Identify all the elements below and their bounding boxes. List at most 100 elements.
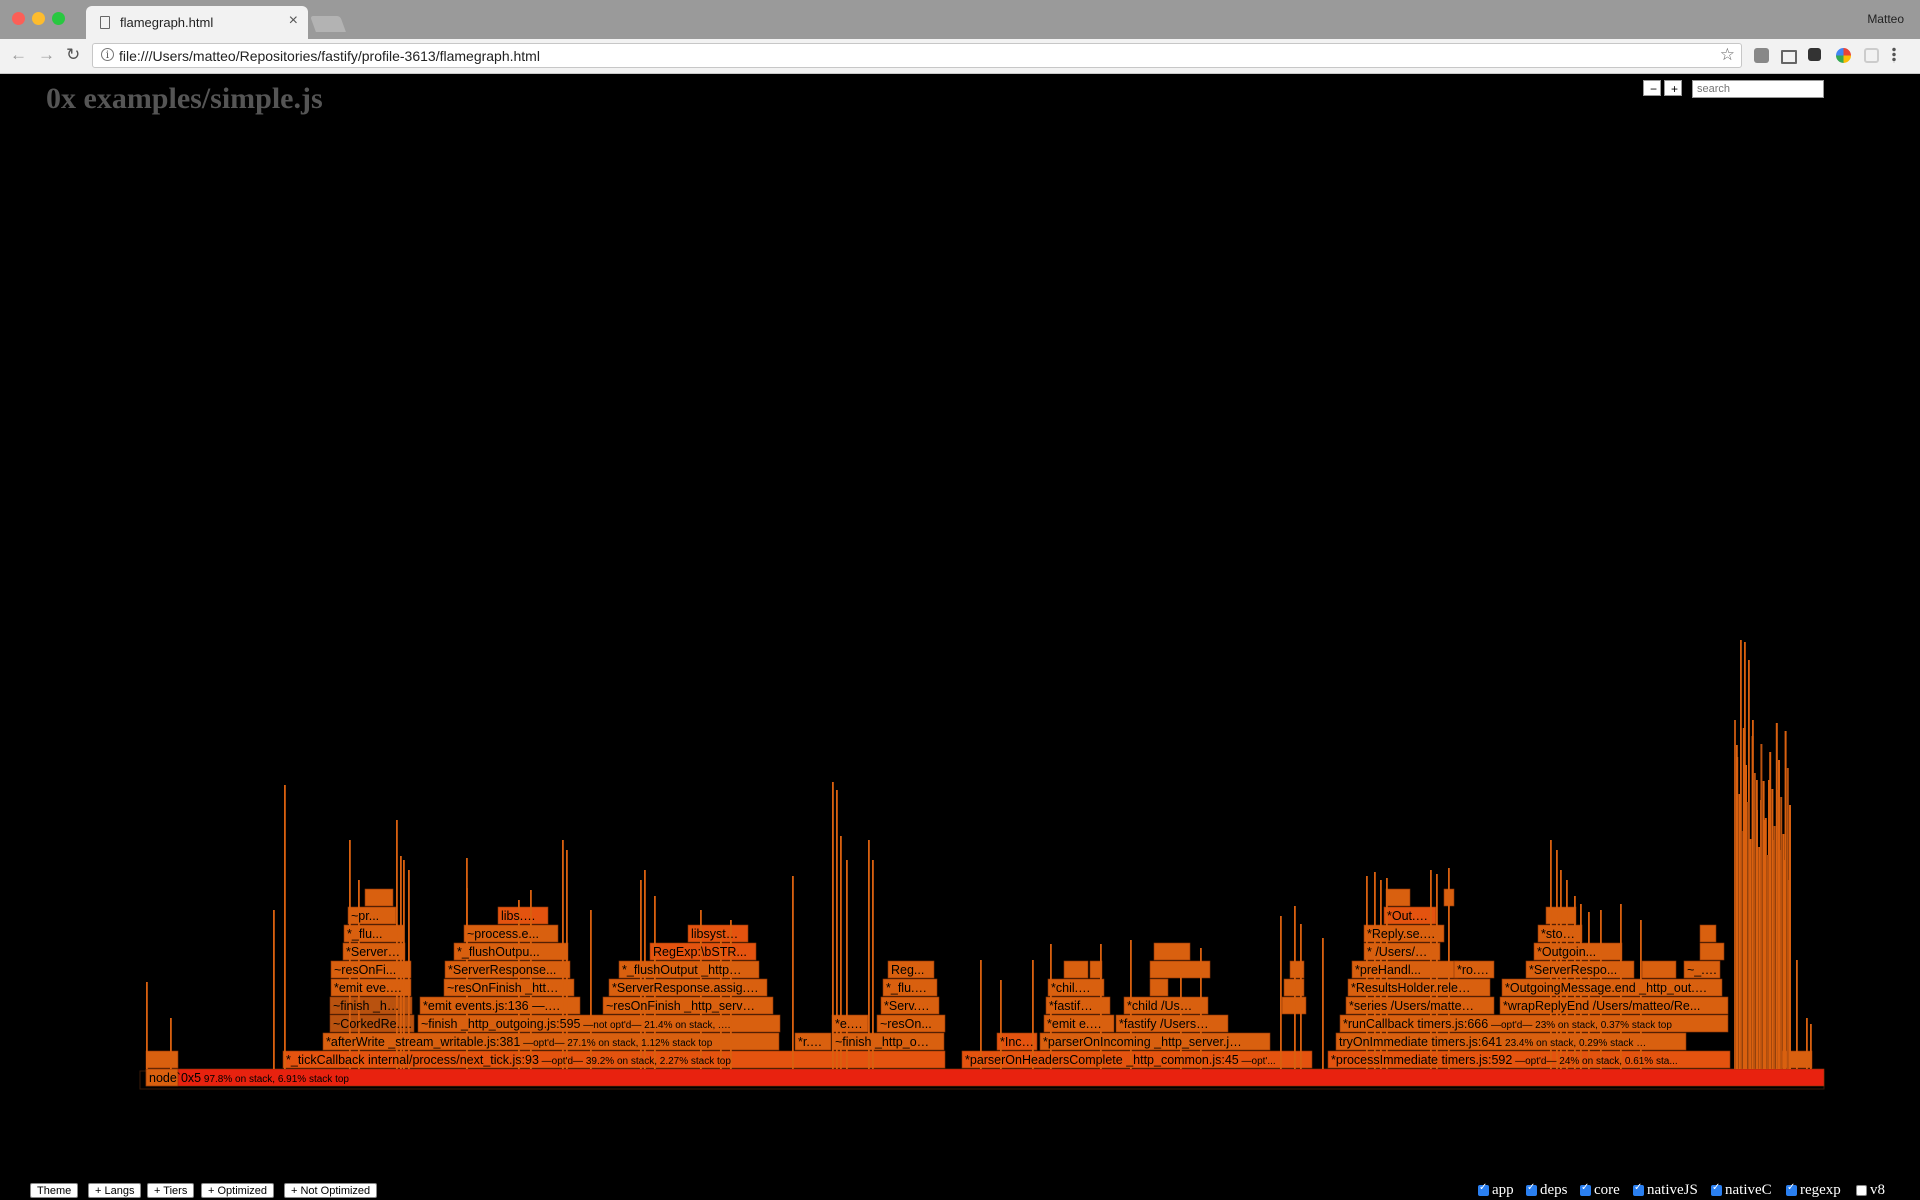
flame-frame-label: *sto… [1541,927,1575,941]
flame-frame-label: *ServerRespo... [1529,963,1617,977]
langs-button[interactable]: + Langs [88,1183,142,1198]
flame-frame [1335,1032,1687,1051]
flame-spike [1760,744,1763,1069]
flame-spike [1806,1018,1808,1069]
flame-spike [1764,818,1767,1069]
info-icon[interactable]: i [101,48,114,61]
filter-app[interactable]: app [1478,1181,1514,1199]
browser-tab[interactable]: flamegraph.html × [86,6,308,39]
address-bar[interactable]: i file:///Users/matteo/Repositories/fast… [92,43,1742,68]
flame-frame [1453,960,1495,979]
back-icon[interactable]: ← [10,45,27,64]
checkbox-icon[interactable] [1786,1182,1797,1196]
profile-name[interactable]: Matteo [1867,12,1904,26]
flame-spike [1430,870,1432,1069]
flame-spike [1200,948,1202,1069]
flame-frame [882,978,938,997]
flame-frame [608,978,768,997]
checkbox-icon[interactable] [1580,1182,1591,1196]
flame-frame-label: *parserOnIncoming _http_server.j… [1043,1035,1242,1049]
bookmark-star-icon[interactable]: ☆ [1719,45,1735,64]
search-input[interactable] [1692,80,1824,98]
flame-spike [562,840,564,1069]
cast-icon[interactable] [1781,50,1797,64]
flame-spike [400,856,402,1069]
tiers-button[interactable]: + Tiers [147,1183,195,1198]
flame-spike [1436,874,1438,1069]
flame-spike [1778,760,1780,1069]
checkbox-icon[interactable] [1526,1182,1537,1196]
flame-frame-label: libsyst… [691,927,738,941]
reload-icon[interactable]: ↻ [66,45,81,64]
flame-spike [1771,789,1774,1069]
extension-icon[interactable] [1864,48,1879,63]
flame-spike [1738,794,1741,1069]
window-zoom-button[interactable] [52,12,65,25]
tab-close-icon[interactable]: × [288,12,298,29]
flame-frame [330,978,412,997]
flame-spike [1448,868,1450,1069]
flame-frame-label: *fastify /Users… [1119,1017,1209,1031]
filter-v8[interactable]: v8 [1856,1181,1885,1199]
menu-icon[interactable] [1892,47,1896,63]
flame-frame-label: *processImmediate timers.js:592 —opt'd— … [1331,1053,1678,1067]
checkbox-icon[interactable] [1633,1182,1644,1196]
zoom-out-button[interactable]: − [1643,80,1661,96]
flame-spike [1751,736,1754,1069]
flame-frame-label: *wrapReplyEnd /Users/matteo/Re... [1503,999,1700,1013]
window-minimize-button[interactable] [32,12,45,25]
filter-regexp[interactable]: regexp [1786,1181,1841,1199]
flame-frame [1123,996,1209,1015]
flame-frame [417,1014,781,1033]
flame-spike [358,880,360,1069]
checkbox-icon[interactable] [1478,1182,1489,1196]
flame-frame [329,1014,415,1033]
flame-frame-label: *_flu.… [886,981,927,995]
flame-frame-label: ~resOnFi... [334,963,396,977]
flame-frame-label: *Inc… [1000,1035,1034,1049]
flame-spike [1762,781,1765,1069]
flame-frame [1683,960,1721,979]
flame-frame [1063,960,1089,979]
flame-spike [700,910,702,1069]
filter-deps[interactable]: deps [1526,1181,1568,1199]
flame-frame-label: *parserOnHeadersComplete _http_common.js… [965,1053,1276,1067]
forward-icon[interactable]: → [38,45,55,64]
flame-frame-label: *r.… [798,1035,822,1049]
flame-frame-label: ~_.… [1687,963,1717,977]
flame-spike [1366,876,1368,1069]
address-url[interactable]: file:///Users/matteo/Repositories/fastif… [119,48,540,64]
flame-frame [1089,960,1103,979]
flame-frame-label: RegExp:\bSTR... [653,945,747,959]
flame-spike [1736,757,1739,1069]
flame-frame-label: ~resOnFinish _http_serv… [606,999,755,1013]
flame-spike [1753,773,1756,1069]
flame-spike [1780,797,1783,1069]
flame-frame [419,996,581,1015]
checkbox-icon[interactable] [1711,1182,1722,1196]
flame-spike [273,910,275,1069]
flame-spike [1775,723,1778,1069]
flame-spike [730,920,732,1069]
filter-nativejs[interactable]: nativeJS [1633,1181,1698,1199]
flame-frame [876,1014,946,1033]
flame-spike [644,870,646,1069]
theme-button[interactable]: Theme [30,1183,79,1198]
not-optimized-button[interactable]: + Not Optimized [284,1183,378,1198]
flame-spike [1745,765,1747,1069]
flame-frame-label: *ServerResponse.assig.… [612,981,759,995]
filter-nativec[interactable]: nativeC [1711,1181,1772,1199]
flame-spike [170,1018,172,1069]
checkbox-icon[interactable] [1856,1184,1867,1196]
optimized-button[interactable]: + Optimized [201,1183,274,1198]
extension-icon[interactable] [1754,48,1769,63]
flame-frame [364,888,394,907]
layers-icon[interactable] [1808,48,1821,61]
flame-spike [1280,916,1282,1069]
zoom-in-button[interactable]: + [1664,80,1682,96]
flame-frame-label: *fastif… [1049,999,1093,1013]
color-picker-icon[interactable] [1836,48,1851,63]
window-close-button[interactable] [12,12,25,25]
filter-core[interactable]: core [1580,1181,1620,1199]
